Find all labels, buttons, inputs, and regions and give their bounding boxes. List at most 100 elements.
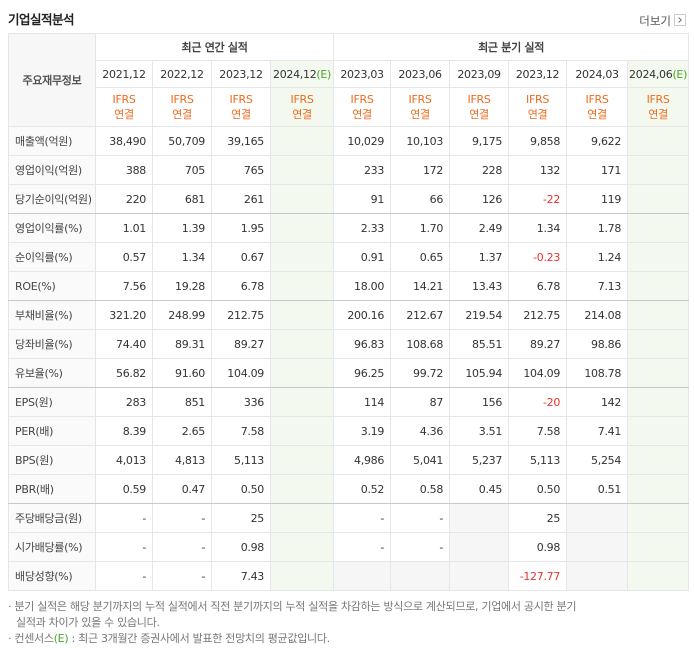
empty-cell (269, 358, 335, 388)
value-cell: 0.57 (95, 242, 153, 272)
accounting-standard: IFRS (229, 93, 253, 106)
value-cell: 283 (95, 387, 153, 417)
period-header: 2023,09 (449, 60, 510, 88)
empty-cell (627, 532, 690, 562)
value-cell: 200.16 (333, 300, 392, 330)
accounting-standard: IFRS (467, 93, 491, 106)
empty-cell (269, 503, 335, 533)
data-row: 영업이익률(%) 1.01 1.39 1.95 2.33 1.70 2.49 1.34 1.78 (8, 213, 690, 243)
period-date: 2023,12 (219, 67, 263, 81)
period-header: 2024,03 (566, 60, 629, 88)
data-row: 유보율(%) 56.82 91.60 104.09 96.25 99.72 105.94 10… (8, 358, 690, 388)
empty-cell (269, 532, 335, 562)
notes: · 분기 실적은 해당 분기까지의 누적 실적에서 직전 분기까지의 누적 실적… (8, 599, 578, 647)
value-cell: 14.21 (390, 271, 451, 301)
value-cell: 1.24 (566, 242, 629, 272)
more-arrow[interactable] (674, 14, 686, 26)
value-cell: - (95, 561, 153, 591)
value-cell: - (152, 503, 212, 533)
row-label: 매출액(억원) (8, 126, 96, 156)
period-date: 2024,03 (575, 67, 619, 81)
value-cell: 212.75 (211, 300, 271, 330)
value-cell: 5,237 (449, 445, 510, 475)
value-cell: 2.65 (152, 416, 212, 446)
value-cell: 681 (152, 184, 212, 214)
value-cell: 74.40 (95, 329, 153, 359)
note-text: : 최근 3개월간 증권사에서 발표한 전망치의 평균값입니다. (68, 632, 331, 645)
row-label: PER(배) (8, 416, 96, 446)
value-cell: 3.51 (449, 416, 510, 446)
value-cell: 7.58 (211, 416, 271, 446)
empty-cell (269, 242, 335, 272)
period-header: 2023,06 (390, 60, 451, 88)
value-cell: 108.78 (566, 358, 629, 388)
empty-cell (449, 503, 510, 533)
data-row: 당기순이익(억원) 220 681 261 91 66 126 -22 119 (8, 184, 690, 214)
row-label: 부채비율(%) (8, 300, 96, 330)
period-date: 2021,12 (102, 67, 146, 81)
group-row: 주요재무정보 최근 연간 실적 최근 분기 실적 (8, 33, 690, 127)
empty-cell (390, 561, 451, 591)
empty-cell (269, 155, 335, 185)
empty-cell (627, 213, 690, 243)
value-cell: 6.78 (508, 271, 568, 301)
standard-header: IFRS 연결 (449, 87, 510, 127)
data-row: 당좌비율(%) 74.40 89.31 89.27 96.83 108.68 85.51 89… (8, 329, 690, 359)
standard-header: IFRS 연결 (211, 87, 271, 127)
data-row: PER(배) 8.39 2.65 7.58 3.19 4.36 3.51 7.58 7.41 (8, 416, 690, 446)
value-cell: 7.41 (566, 416, 629, 446)
value-cell: 89.31 (152, 329, 212, 359)
empty-cell (627, 300, 690, 330)
estimate-mark: (E) (53, 632, 69, 645)
accounting-standard: IFRS (112, 93, 136, 106)
data-row: BPS(원) 4,013 4,813 5,113 4,986 5,041 5,237 5,11… (8, 445, 690, 475)
note-text: 컨센서스 (14, 632, 54, 645)
value-cell: 56.82 (95, 358, 153, 388)
value-cell: 126 (449, 184, 510, 214)
value-cell: 248.99 (152, 300, 212, 330)
value-cell: 0.65 (390, 242, 451, 272)
value-cell: 388 (95, 155, 153, 185)
standard-header: IFRS 연결 (152, 87, 212, 127)
value-cell: 25 (508, 503, 568, 533)
period-header: 2021,12 (95, 60, 153, 88)
value-cell: 10,103 (390, 126, 451, 156)
period-date: 2024,06 (629, 67, 673, 81)
value-cell: -127.77 (508, 561, 568, 591)
value-cell: -22 (508, 184, 568, 214)
standard-header: IFRS 연결 (627, 87, 690, 127)
period-row: 2021,12 2022,12 2023,12 2024,12(E) 2023,03 20… (9, 60, 690, 88)
period-header: 2024,12(E) (269, 60, 335, 88)
value-cell: 5,041 (390, 445, 451, 475)
more-label[interactable]: 더보기 (639, 14, 671, 28)
value-cell: 171 (566, 155, 629, 185)
value-cell: 108.68 (390, 329, 451, 359)
more-link[interactable]: 더보기 (639, 13, 686, 29)
data-row: ROE(%) 7.56 19.28 6.78 18.00 14.21 13.43 6.78 7.… (8, 271, 690, 301)
value-cell: 0.98 (508, 532, 568, 562)
value-cell: 4,013 (95, 445, 153, 475)
row-label: PBR(배) (8, 474, 96, 504)
note-text: 분기 실적은 해당 분기까지의 누적 실적에서 직전 분기까지의 누적 실적을 … (14, 600, 577, 629)
value-cell: 66 (390, 184, 451, 214)
value-cell: 321.20 (95, 300, 153, 330)
row-label: 영업이익률(%) (8, 213, 96, 243)
value-cell: 2.33 (333, 213, 392, 243)
value-cell: 212.67 (390, 300, 451, 330)
value-cell: 1.70 (390, 213, 451, 243)
empty-cell (627, 445, 690, 475)
empty-cell (449, 561, 510, 591)
value-cell: 19.28 (152, 271, 212, 301)
value-cell: 104.09 (508, 358, 568, 388)
estimate-mark: (E) (316, 67, 332, 81)
empty-cell (627, 503, 690, 533)
value-cell: 18.00 (333, 271, 392, 301)
value-cell: 1.39 (152, 213, 212, 243)
value-cell: 7.13 (566, 271, 629, 301)
accounting-standard: IFRS (408, 93, 432, 106)
consolidation-scope: 연결 (469, 108, 489, 121)
row-label: 배당성향(%) (8, 561, 96, 591)
value-cell: -0.23 (508, 242, 568, 272)
period-date: 2023,09 (457, 67, 501, 81)
period-date: 2022,12 (160, 67, 204, 81)
